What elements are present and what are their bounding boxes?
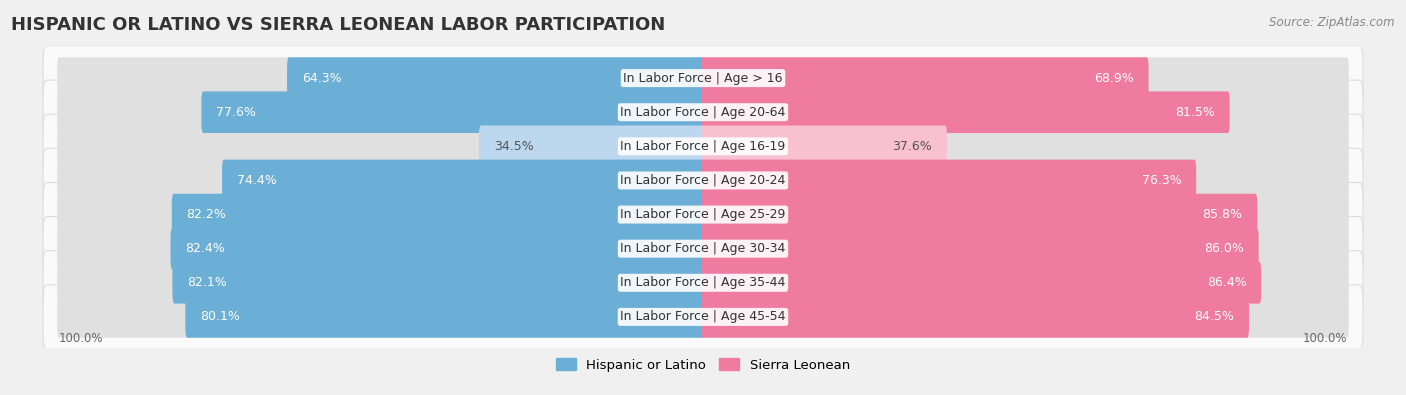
FancyBboxPatch shape <box>702 296 1249 338</box>
FancyBboxPatch shape <box>479 126 704 167</box>
Text: 77.6%: 77.6% <box>217 106 256 119</box>
Text: 81.5%: 81.5% <box>1175 106 1215 119</box>
FancyBboxPatch shape <box>58 228 704 269</box>
FancyBboxPatch shape <box>702 228 1348 269</box>
Text: HISPANIC OR LATINO VS SIERRA LEONEAN LABOR PARTICIPATION: HISPANIC OR LATINO VS SIERRA LEONEAN LAB… <box>11 16 665 34</box>
Text: In Labor Force | Age 35-44: In Labor Force | Age 35-44 <box>620 276 786 289</box>
FancyBboxPatch shape <box>44 114 1362 179</box>
FancyBboxPatch shape <box>287 57 704 99</box>
Text: 100.0%: 100.0% <box>1302 332 1347 345</box>
FancyBboxPatch shape <box>702 194 1257 235</box>
Text: 84.5%: 84.5% <box>1194 310 1234 324</box>
FancyBboxPatch shape <box>44 182 1362 246</box>
FancyBboxPatch shape <box>58 296 704 338</box>
Text: 100.0%: 100.0% <box>59 332 104 345</box>
FancyBboxPatch shape <box>58 91 704 133</box>
FancyBboxPatch shape <box>58 262 704 304</box>
FancyBboxPatch shape <box>702 228 1258 269</box>
FancyBboxPatch shape <box>44 80 1362 144</box>
FancyBboxPatch shape <box>702 296 1348 338</box>
Text: 86.0%: 86.0% <box>1204 242 1244 255</box>
FancyBboxPatch shape <box>702 194 1348 235</box>
FancyBboxPatch shape <box>172 194 704 235</box>
Text: 82.1%: 82.1% <box>187 276 226 289</box>
Text: In Labor Force | Age 20-24: In Labor Force | Age 20-24 <box>620 174 786 187</box>
Legend: Hispanic or Latino, Sierra Leonean: Hispanic or Latino, Sierra Leonean <box>551 353 855 377</box>
FancyBboxPatch shape <box>702 126 1348 167</box>
FancyBboxPatch shape <box>44 251 1362 315</box>
FancyBboxPatch shape <box>702 57 1348 99</box>
FancyBboxPatch shape <box>44 285 1362 349</box>
Text: In Labor Force | Age 45-54: In Labor Force | Age 45-54 <box>620 310 786 324</box>
Text: 34.5%: 34.5% <box>494 140 533 153</box>
FancyBboxPatch shape <box>702 160 1348 201</box>
Text: 82.4%: 82.4% <box>186 242 225 255</box>
FancyBboxPatch shape <box>201 91 704 133</box>
Text: 82.2%: 82.2% <box>187 208 226 221</box>
Text: In Labor Force | Age 20-64: In Labor Force | Age 20-64 <box>620 106 786 119</box>
FancyBboxPatch shape <box>173 262 704 304</box>
Text: 85.8%: 85.8% <box>1202 208 1243 221</box>
Text: Source: ZipAtlas.com: Source: ZipAtlas.com <box>1270 16 1395 29</box>
FancyBboxPatch shape <box>58 160 704 201</box>
Text: 37.6%: 37.6% <box>893 140 932 153</box>
FancyBboxPatch shape <box>222 160 704 201</box>
Text: 76.3%: 76.3% <box>1142 174 1181 187</box>
FancyBboxPatch shape <box>702 262 1261 304</box>
Text: 74.4%: 74.4% <box>236 174 277 187</box>
Text: 86.4%: 86.4% <box>1206 276 1247 289</box>
Text: In Labor Force | Age 30-34: In Labor Force | Age 30-34 <box>620 242 786 255</box>
Text: In Labor Force | Age 16-19: In Labor Force | Age 16-19 <box>620 140 786 153</box>
Text: 68.9%: 68.9% <box>1094 71 1133 85</box>
Text: In Labor Force | Age > 16: In Labor Force | Age > 16 <box>623 71 783 85</box>
FancyBboxPatch shape <box>702 57 1149 99</box>
FancyBboxPatch shape <box>702 91 1230 133</box>
FancyBboxPatch shape <box>170 228 704 269</box>
Text: In Labor Force | Age 25-29: In Labor Force | Age 25-29 <box>620 208 786 221</box>
FancyBboxPatch shape <box>58 126 704 167</box>
FancyBboxPatch shape <box>702 91 1348 133</box>
FancyBboxPatch shape <box>58 57 704 99</box>
Text: 64.3%: 64.3% <box>302 71 342 85</box>
FancyBboxPatch shape <box>702 126 948 167</box>
FancyBboxPatch shape <box>58 194 704 235</box>
FancyBboxPatch shape <box>702 262 1348 304</box>
FancyBboxPatch shape <box>44 46 1362 110</box>
Text: 80.1%: 80.1% <box>200 310 240 324</box>
FancyBboxPatch shape <box>44 216 1362 281</box>
FancyBboxPatch shape <box>186 296 704 338</box>
FancyBboxPatch shape <box>702 160 1197 201</box>
FancyBboxPatch shape <box>44 149 1362 213</box>
